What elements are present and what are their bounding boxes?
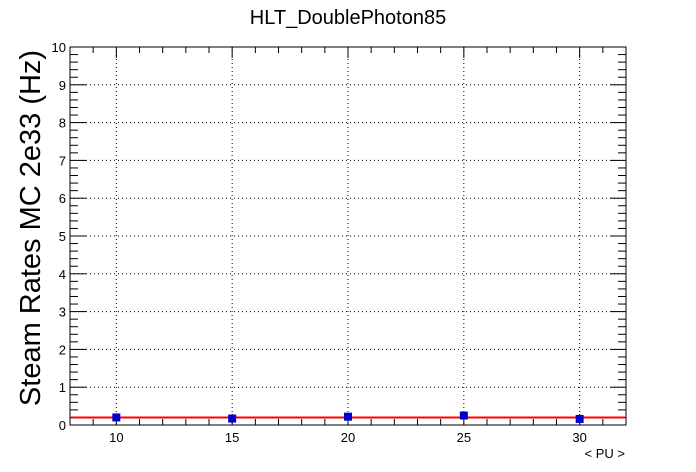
y-tick-label: 9 (59, 78, 66, 93)
data-point (459, 411, 468, 420)
x-axis-label: < PU > (585, 446, 625, 461)
y-tick-label: 0 (59, 418, 66, 433)
data-point (112, 413, 121, 422)
y-tick-label: 10 (52, 40, 66, 55)
y-tick-label: 4 (59, 267, 66, 282)
y-tick-label: 8 (59, 116, 66, 131)
y-tick-label: 7 (59, 153, 66, 168)
chart-title: HLT_DoublePhoton85 (250, 7, 446, 29)
x-tick-label: 30 (572, 430, 586, 445)
x-tick-label: 20 (341, 430, 355, 445)
data-point (344, 412, 352, 421)
axis-ticks (69, 46, 627, 426)
x-tick-label: 10 (109, 430, 123, 445)
y-tick-label: 3 (59, 305, 66, 320)
data-point (228, 414, 237, 423)
y-axis-label: Steam Rates MC 2e33 (Hz) (15, 50, 47, 406)
data-point (575, 414, 584, 423)
data-points (112, 411, 584, 423)
x-tick-label: 25 (457, 430, 471, 445)
y-tick-label: 1 (59, 380, 66, 395)
y-tick-label: 5 (59, 229, 66, 244)
grid (70, 47, 626, 425)
y-tick-label: 2 (59, 342, 66, 357)
y-tick-label: 6 (59, 191, 66, 206)
axis-tick-labels: 10 15 20 25 30 0 1 2 3 4 5 6 7 8 9 10 (52, 40, 587, 445)
x-tick-label: 15 (225, 430, 239, 445)
